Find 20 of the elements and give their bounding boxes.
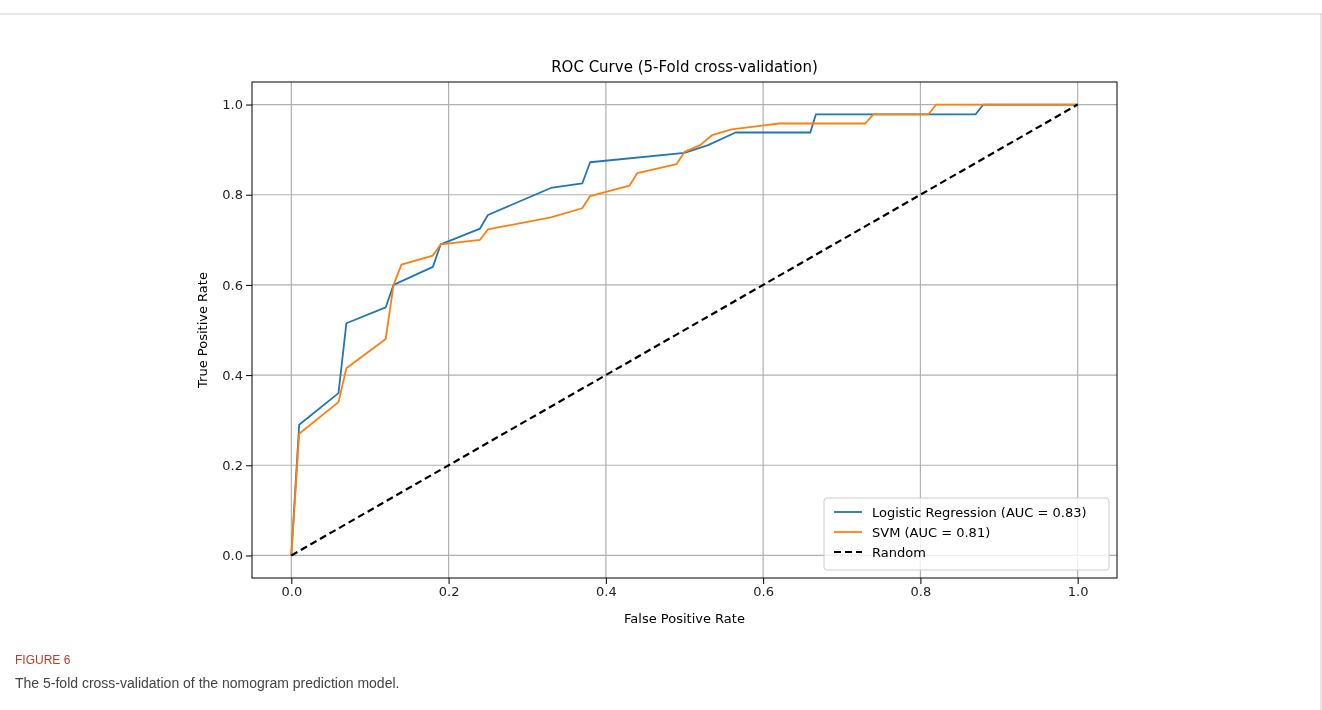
chart-title: ROC Curve (5-Fold cross-validation) xyxy=(551,58,818,76)
x-tick-label: 0.6 xyxy=(753,584,774,600)
x-axis-title: False Positive Rate xyxy=(624,611,745,626)
y-axis-title: True Positive Rate xyxy=(195,272,210,389)
legend-label: Random xyxy=(872,544,926,560)
x-tick-label: 1.0 xyxy=(1067,584,1089,600)
caption: FIGURE 6 xyxy=(15,653,71,667)
x-tick-label: 0.4 xyxy=(596,584,617,600)
y-tick-label: 0.4 xyxy=(222,367,243,383)
y-tick-label: 0.2 xyxy=(222,457,243,473)
y-tick-label: 1.0 xyxy=(222,97,243,113)
legend-label: Logistic Regression (AUC = 0.83) xyxy=(872,504,1087,520)
y-tick-label: 0.8 xyxy=(222,187,243,203)
text: The 5-fold cross-validation of the nomogram prediction model. xyxy=(15,675,400,691)
x-tick-label: 0.8 xyxy=(910,584,932,600)
y-tick-label: 0.0 xyxy=(222,548,243,564)
legend-label: SVM (AUC = 0.81) xyxy=(872,524,991,540)
x-tick-label: 0.2 xyxy=(438,584,460,600)
y-tick-label: 0.6 xyxy=(222,277,243,293)
x-tick-label: 0.0 xyxy=(281,584,303,600)
